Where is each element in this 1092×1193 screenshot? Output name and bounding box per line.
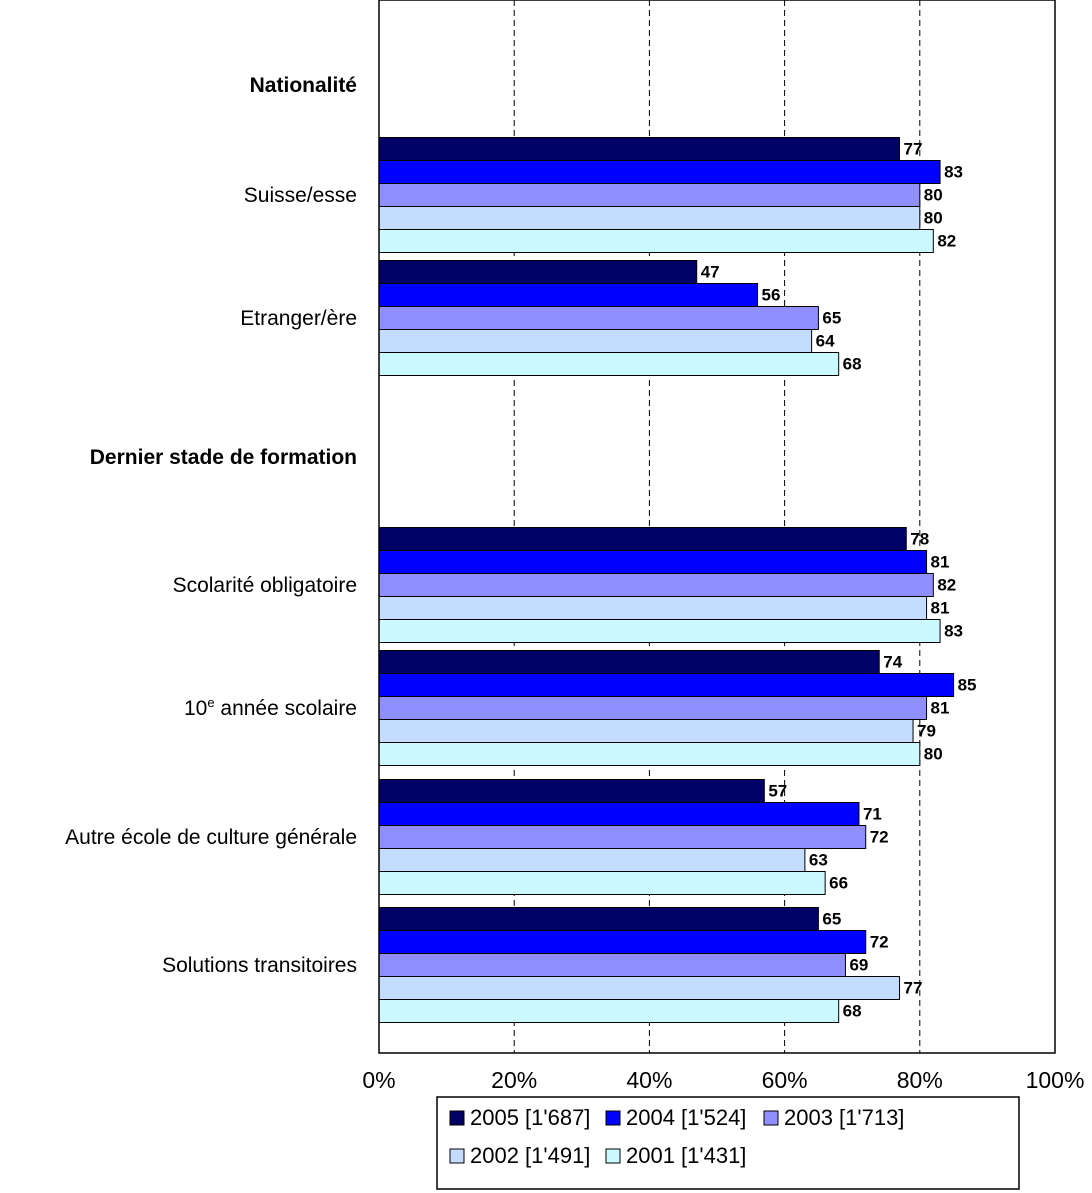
data-label: 78 [910,530,929,549]
bar [378,619,941,643]
legend: 2005 [1'687] 2004 [1'524] 2003 [1'713] 2002… [436,1096,1020,1190]
x-tick-label: 20% [491,1067,537,1093]
data-label: 82 [937,232,956,251]
x-tick-label: 40% [626,1067,672,1093]
data-label: 65 [822,910,841,929]
bar [378,650,880,674]
legend-swatch [763,1110,779,1126]
bar [378,999,840,1023]
plot-frame [378,0,1056,1054]
legend-swatch [449,1148,465,1164]
data-label: 57 [768,782,787,801]
data-label: 83 [944,163,963,182]
category-label: Solutions transitoires [162,954,357,977]
bar [378,283,759,307]
data-label: 80 [924,186,943,205]
bar [378,742,921,766]
bar [378,871,826,895]
legend-entry: 2003 [1'713] [784,1105,904,1130]
bar [378,719,914,743]
bar [378,596,928,620]
bar [378,930,867,954]
bar [378,306,819,330]
bar [378,976,901,1000]
legend-swatch [605,1110,621,1126]
category-label: Etranger/ère [240,307,357,330]
group-header: Dernier stade de formation [90,446,357,469]
legend-box [436,1096,1020,1190]
data-label: 80 [924,209,943,228]
category-label: 10e année scolaire [184,695,357,720]
data-label: 47 [701,263,720,282]
data-label: 81 [931,599,950,618]
data-label: 63 [809,851,828,870]
data-label: 72 [870,933,889,952]
x-tick-label: 80% [897,1067,943,1093]
bar [378,953,846,977]
data-label: 65 [822,309,841,328]
bar [378,802,860,826]
legend-swatch [449,1110,465,1126]
data-label: 85 [958,676,977,695]
bar [378,206,921,230]
data-label: 77 [904,140,923,159]
bar [378,352,840,376]
data-label: 74 [883,653,902,672]
bar [378,229,934,253]
legend-swatch [605,1148,621,1164]
bars: 7783808082475665646878818281837485817980… [378,137,977,1023]
category-label: Scolarité obligatoire [173,574,357,597]
legend-entry: 2005 [1'687] [470,1105,590,1130]
bar [378,573,934,597]
bar [378,550,928,574]
group-header: Nationalité [250,74,357,97]
data-label: 77 [904,979,923,998]
bar [378,183,921,207]
bar [378,696,928,720]
category-label: Suisse/esse [244,184,357,207]
bar [378,779,765,803]
category-labels: Nationalité Dernier stade de formation Sui… [65,74,357,977]
data-label: 68 [843,355,862,374]
x-tick-label: 0% [362,1067,395,1093]
data-label: 69 [849,956,868,975]
data-label: 66 [829,874,848,893]
legend-entry: 2001 [1'431] [626,1143,746,1168]
data-label: 64 [816,332,835,351]
x-tick-label: 100% [1026,1067,1085,1093]
bar [378,137,901,161]
bar [378,673,955,697]
data-label: 68 [843,1002,862,1021]
data-label: 82 [937,576,956,595]
x-axis-tick-labels: 0% 20% 40% 60% 80% 100% [362,1067,1084,1093]
bar [378,825,867,849]
bar [378,907,819,931]
data-label: 72 [870,828,889,847]
data-label: 71 [863,805,882,824]
category-label: Autre école de culture générale [65,826,357,849]
legend-entry: 2004 [1'524] [626,1105,746,1130]
data-label: 80 [924,745,943,764]
data-label: 81 [931,699,950,718]
data-label: 81 [931,553,950,572]
data-label: 56 [762,286,781,305]
bar [378,260,698,284]
bar [378,329,813,353]
bar [378,848,806,872]
legend-entry: 2002 [1'491] [470,1143,590,1168]
bar [378,527,907,551]
x-tick-label: 60% [762,1067,808,1093]
bar [378,160,941,184]
data-label: 79 [917,722,936,741]
data-label: 83 [944,622,963,641]
